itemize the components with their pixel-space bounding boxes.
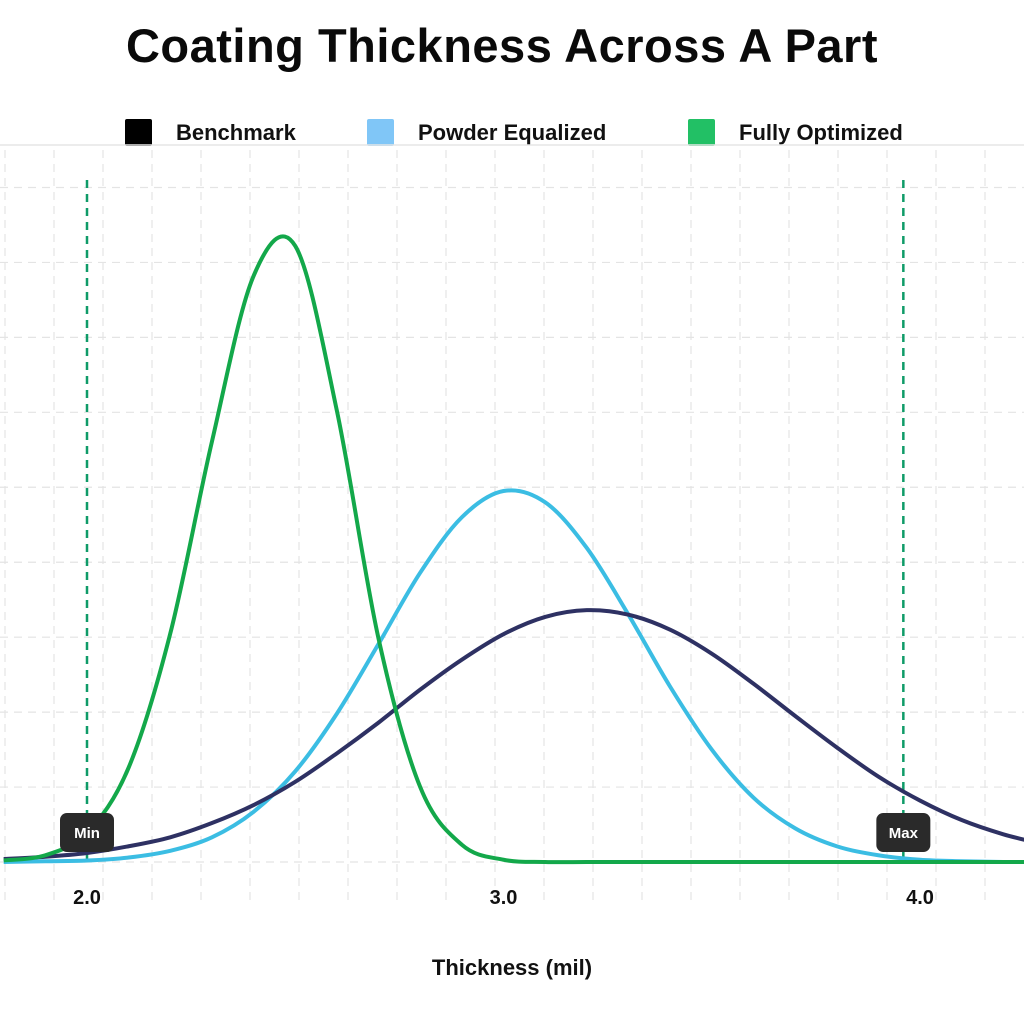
legend-label-powder-equalized: Powder Equalized: [418, 119, 607, 145]
legend-swatch-fully-optimized: [688, 119, 715, 146]
reference-badges: Min Max: [60, 813, 931, 852]
reference-badge-min: Min: [60, 813, 114, 852]
legend-item-fully-optimized[interactable]: Fully Optimized: [688, 119, 903, 146]
x-tick-label: 4.0: [906, 887, 934, 909]
badge-background: [876, 813, 931, 852]
badge-background: [60, 813, 114, 852]
x-tick-labels: 2.0 3.0 4.0: [73, 887, 934, 909]
legend-swatch-powder-equalized: [367, 119, 394, 146]
x-axis-label: Thickness (mil): [432, 955, 592, 980]
badge-label: Min: [74, 825, 100, 842]
legend-label-fully-optimized: Fully Optimized: [739, 119, 903, 145]
legend-swatch-benchmark: [125, 119, 152, 146]
legend-label-benchmark: Benchmark: [176, 119, 296, 145]
reference-badge-max: Max: [876, 813, 931, 852]
x-tick-label: 2.0: [73, 887, 101, 909]
chart-title: Coating Thickness Across A Part: [125, 19, 879, 72]
legend-item-benchmark[interactable]: Benchmark: [125, 119, 296, 146]
series-line-benchmark: [3, 608, 1024, 861]
series-line-powder-equalized: [3, 488, 1024, 865]
series-lines: [3, 234, 1024, 865]
series-line-fully-optimized: [3, 234, 1024, 865]
reference-lines: [85, 180, 905, 862]
x-tick-label: 3.0: [490, 887, 518, 909]
badge-label: Max: [889, 825, 919, 842]
grid: [0, 150, 1024, 905]
legend-item-powder-equalized[interactable]: Powder Equalized: [367, 119, 606, 146]
